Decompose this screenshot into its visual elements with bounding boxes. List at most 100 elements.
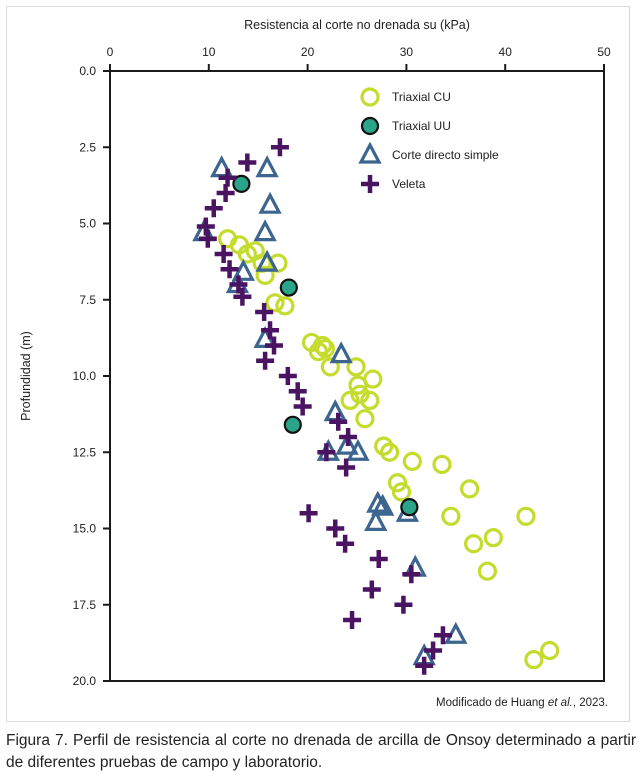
data-point-plus xyxy=(394,595,413,614)
data-point-plus xyxy=(233,287,252,306)
figure-caption: Figura 7. Perfil de resistencia al corte… xyxy=(6,732,636,771)
data-point-plus xyxy=(198,229,217,248)
data-point-open-circle xyxy=(265,293,285,313)
data-point-open-circle xyxy=(391,482,412,502)
y-tick-label: 2.5 xyxy=(79,140,96,154)
data-point-filled-circle xyxy=(400,498,419,517)
data-point-open-triangle xyxy=(255,249,279,272)
data-point-open-circle xyxy=(483,528,503,548)
data-point-plus xyxy=(261,321,280,340)
y-axis-title: Profundidad (m) xyxy=(19,331,33,421)
y-tick-label: 12.5 xyxy=(73,445,97,459)
data-point-open-triangle xyxy=(329,341,353,364)
data-point-plus xyxy=(402,565,421,584)
x-tick-label: 0 xyxy=(107,45,114,59)
series-triaxial-cu xyxy=(217,229,560,670)
data-point-plus xyxy=(238,153,257,172)
legend-item: Veleta xyxy=(361,175,426,193)
series-veleta xyxy=(196,138,452,675)
scatter-chart: Resistencia al corte no drenada su (kPa)… xyxy=(19,18,611,688)
data-point-open-triangle xyxy=(346,438,370,461)
data-point-plus xyxy=(218,168,237,187)
data-point-open-circle xyxy=(402,451,422,471)
data-point-open-triangle xyxy=(366,490,390,513)
legend-label: Triaxial CU xyxy=(392,90,451,104)
data-point-open-circle xyxy=(441,506,461,526)
data-point-plus xyxy=(204,199,223,218)
data-point-plus xyxy=(293,397,312,416)
data-point-open-circle xyxy=(463,534,484,554)
legend-label: Corte directo simple xyxy=(392,148,499,162)
source-prefix: Modificado de Huang xyxy=(436,697,548,709)
data-point-open-circle xyxy=(380,442,400,462)
data-point-plus xyxy=(214,245,233,263)
data-point-plus xyxy=(343,611,362,629)
data-point-open-circle xyxy=(275,296,295,316)
legend-marker-open-circle xyxy=(360,87,380,107)
source-note: Modificado de Huang et al., 2023. xyxy=(436,697,608,709)
data-point-open-circle xyxy=(460,479,480,499)
data-point-plus xyxy=(433,626,452,645)
series-triaxial-uu xyxy=(232,174,419,517)
legend-label: Veleta xyxy=(392,177,426,191)
data-point-open-triangle xyxy=(258,191,282,214)
data-point-plus xyxy=(270,138,289,157)
data-point-plus xyxy=(220,260,239,279)
data-point-open-circle xyxy=(308,342,329,362)
data-point-open-circle xyxy=(360,390,380,410)
y-tick-label: 7.5 xyxy=(79,293,96,307)
data-point-open-circle xyxy=(348,375,368,395)
data-point-open-triangle xyxy=(335,432,359,455)
y-tick-label: 0.0 xyxy=(79,64,96,78)
data-point-open-circle xyxy=(387,473,408,493)
data-point-open-triangle xyxy=(255,155,279,178)
legend-item: Corte directo simple xyxy=(358,141,499,164)
data-point-open-triangle xyxy=(231,258,256,281)
data-point-plus xyxy=(329,412,348,431)
x-tick-label: 50 xyxy=(597,45,611,59)
data-point-plus xyxy=(265,336,284,355)
data-point-plus xyxy=(256,351,275,370)
data-marks xyxy=(192,138,560,675)
legend-marker-open-triangle xyxy=(358,141,382,164)
data-point-open-circle xyxy=(255,265,275,285)
data-point-open-circle xyxy=(346,357,366,377)
axes: 0 10 20 30 40 50 0.0 2.5 5.0 7.5 10.0 12.5 15.0 17.5 2… xyxy=(73,45,611,688)
data-point-open-triangle xyxy=(364,508,388,532)
data-point-plus xyxy=(415,656,434,675)
y-tick-label: 5.0 xyxy=(79,217,96,231)
data-point-open-triangle xyxy=(371,493,395,516)
data-point-plus xyxy=(336,534,355,553)
data-point-open-circle xyxy=(340,390,360,410)
legend-item: Triaxial UU xyxy=(360,116,451,136)
data-point-plus xyxy=(255,302,274,321)
data-point-open-circle xyxy=(432,454,452,475)
data-point-open-circle xyxy=(355,409,375,429)
data-point-plus xyxy=(317,443,336,462)
y-tick-label: 10.0 xyxy=(73,369,97,383)
legend-marker-plus xyxy=(361,175,379,193)
data-point-filled-circle xyxy=(232,174,251,193)
x-tick-label: 30 xyxy=(400,45,414,59)
legend-label: Triaxial UU xyxy=(392,119,451,133)
data-point-plus xyxy=(299,504,318,523)
data-point-plus xyxy=(229,275,248,294)
data-point-open-circle xyxy=(477,561,498,581)
legend-item: Triaxial CU xyxy=(360,87,451,107)
data-point-plus xyxy=(278,367,297,385)
data-point-open-triangle xyxy=(323,399,347,422)
source-suffix: , 2023. xyxy=(572,697,608,709)
x-tick-label: 20 xyxy=(301,45,315,59)
y-tick-label: 17.5 xyxy=(73,598,97,612)
legend: Triaxial CU Triaxial UU Corte directo simp… xyxy=(358,87,499,193)
data-point-plus xyxy=(369,550,388,568)
data-point-plus xyxy=(337,458,356,477)
data-point-open-circle xyxy=(516,506,536,526)
legend-marker-filled-circle xyxy=(360,116,380,136)
data-point-plus xyxy=(326,519,345,538)
data-point-plus xyxy=(424,641,443,660)
y-tick-label: 15.0 xyxy=(73,522,97,536)
x-axis-title: Resistencia al corte no drenada su (kPa) xyxy=(244,18,470,32)
x-tick-label: 40 xyxy=(499,45,513,59)
data-point-filled-circle xyxy=(283,415,302,434)
